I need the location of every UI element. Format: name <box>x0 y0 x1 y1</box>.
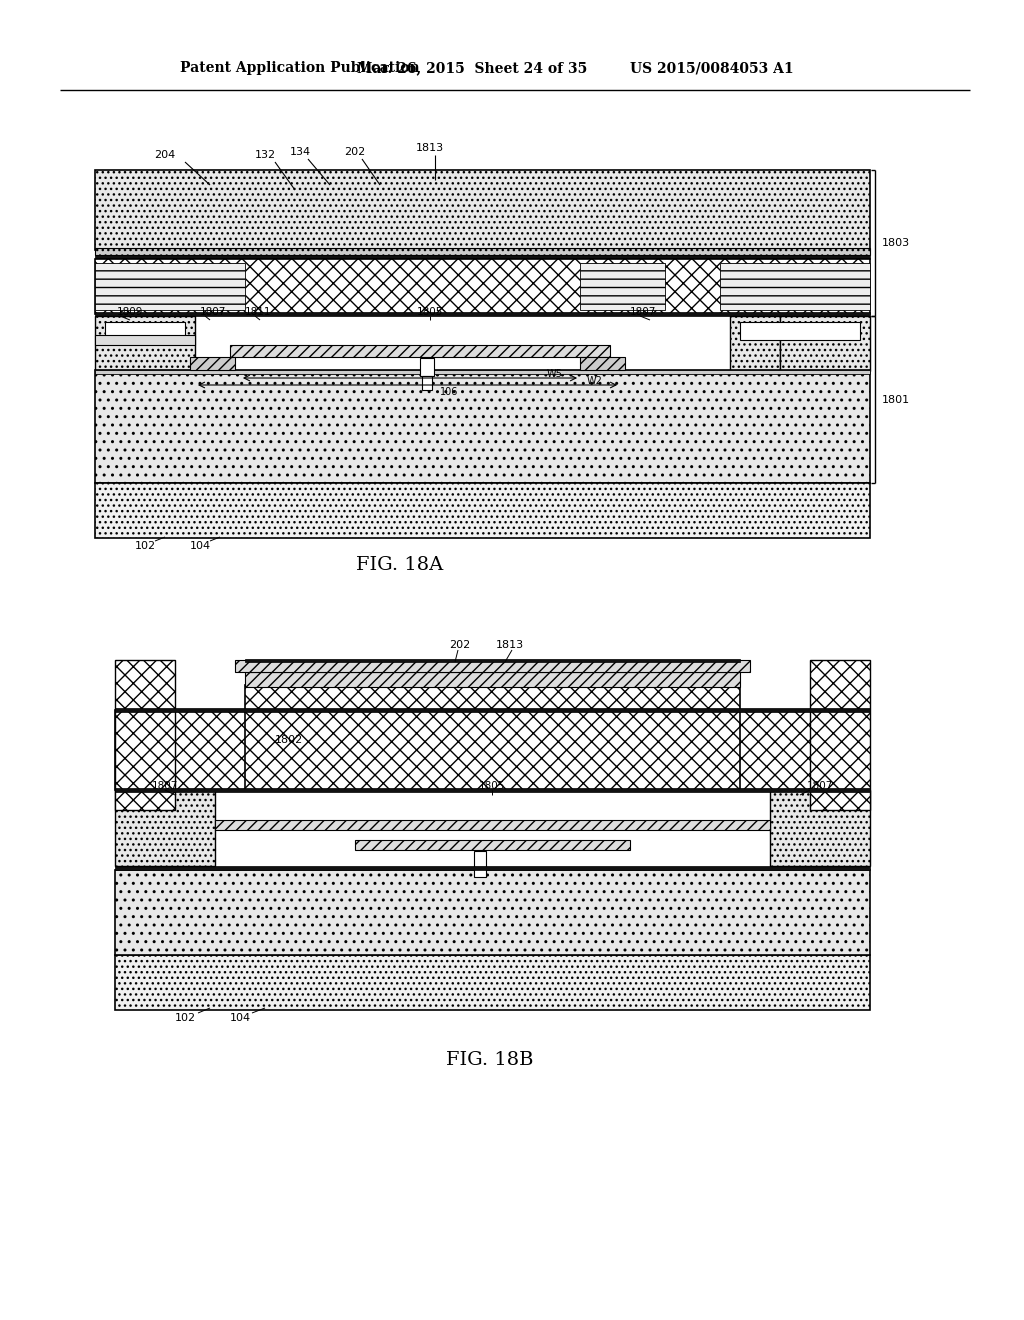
Text: 202: 202 <box>450 640 471 649</box>
Text: 1807: 1807 <box>200 308 226 317</box>
Bar <box>230 345 610 356</box>
Text: 134: 134 <box>290 147 310 157</box>
Text: 104: 104 <box>229 1012 251 1023</box>
Text: US 2015/0084053 A1: US 2015/0084053 A1 <box>630 61 794 75</box>
Bar <box>215 820 770 830</box>
Text: 132: 132 <box>254 150 275 160</box>
Bar <box>115 710 870 789</box>
Text: W5: W5 <box>547 370 563 379</box>
Text: 1807: 1807 <box>630 308 656 317</box>
Text: 1807: 1807 <box>152 781 178 791</box>
Bar <box>234 660 750 672</box>
Bar <box>95 370 870 374</box>
Text: 1811: 1811 <box>245 308 271 317</box>
Bar <box>190 356 234 370</box>
Bar <box>115 708 870 711</box>
Bar <box>105 322 185 341</box>
Bar <box>355 840 630 850</box>
Bar <box>720 263 870 310</box>
Bar <box>422 376 432 389</box>
Text: 102: 102 <box>134 541 156 550</box>
Bar <box>730 315 780 371</box>
Text: 1802: 1802 <box>275 735 303 744</box>
Bar <box>580 356 625 370</box>
Bar <box>420 358 434 376</box>
Bar <box>115 870 870 954</box>
Text: 202: 202 <box>344 147 366 157</box>
Bar <box>95 248 870 255</box>
Bar <box>245 672 740 686</box>
Bar <box>810 660 870 810</box>
Bar <box>245 685 740 789</box>
Text: 102: 102 <box>174 1012 196 1023</box>
Bar <box>95 255 870 259</box>
Text: FIG. 18A: FIG. 18A <box>356 556 443 574</box>
Text: Mar. 26, 2015  Sheet 24 of 35: Mar. 26, 2015 Sheet 24 of 35 <box>357 61 587 75</box>
Text: 204: 204 <box>155 150 176 160</box>
Bar <box>740 322 860 341</box>
Text: 1813: 1813 <box>416 143 444 153</box>
Bar <box>95 263 245 310</box>
Text: 1801: 1801 <box>882 395 910 405</box>
Bar <box>780 315 870 371</box>
Bar <box>474 851 486 867</box>
Bar <box>115 660 175 810</box>
Bar <box>474 867 486 876</box>
Text: 1809: 1809 <box>117 308 143 317</box>
Bar <box>770 789 870 866</box>
Bar <box>95 315 195 371</box>
Text: W2: W2 <box>587 376 603 385</box>
Bar <box>95 170 870 249</box>
Text: 1813: 1813 <box>496 640 524 649</box>
Text: 1803: 1803 <box>882 238 910 248</box>
Text: FIG. 18B: FIG. 18B <box>446 1051 534 1069</box>
Bar <box>95 335 195 345</box>
Bar <box>95 370 870 483</box>
Bar <box>115 954 870 1010</box>
Bar <box>245 659 740 663</box>
Bar <box>115 789 215 866</box>
Bar <box>115 866 870 870</box>
Text: 106: 106 <box>440 387 459 397</box>
Text: Patent Application Publication: Patent Application Publication <box>180 61 420 75</box>
Bar <box>580 263 665 310</box>
Bar <box>95 312 870 315</box>
Text: 104: 104 <box>189 541 211 550</box>
Text: 1805: 1805 <box>417 308 443 317</box>
Bar <box>95 259 870 314</box>
Text: 1805: 1805 <box>479 781 505 791</box>
Bar <box>115 788 870 792</box>
Bar <box>95 483 870 539</box>
Text: 1807: 1807 <box>807 781 834 791</box>
